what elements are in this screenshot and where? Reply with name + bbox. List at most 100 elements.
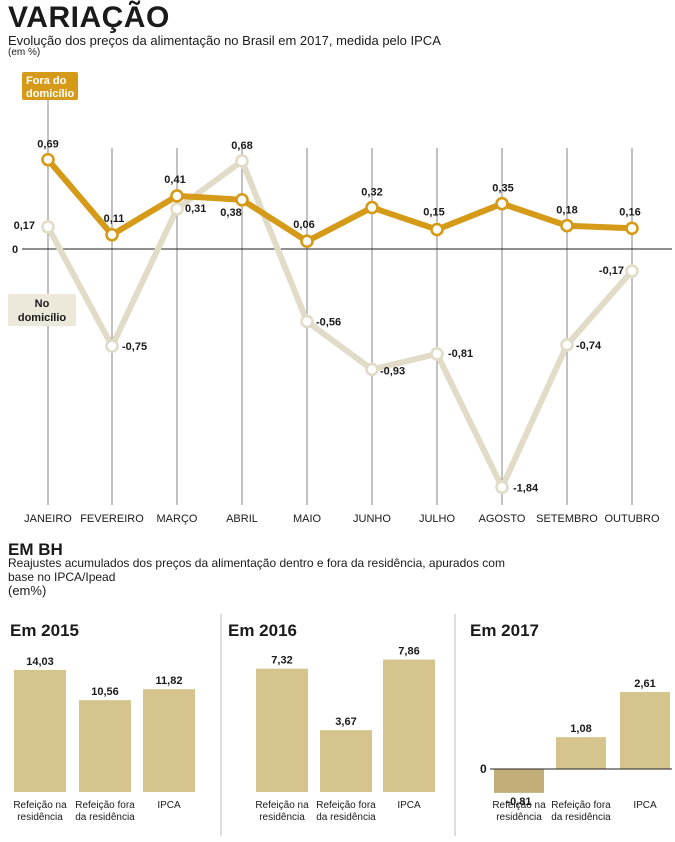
legend-label-fora-line: Fora do [26,75,67,87]
legend-box-no [8,294,76,326]
data-label-fora: 0,06 [293,219,314,231]
data-point [560,218,574,233]
x-tick-label: JUNHO [353,513,391,525]
bar-category-label: Refeição fora da residência [75,800,135,823]
bar-category-label-line: Refeição fora [316,800,376,811]
data-point [365,362,379,377]
bar-value-label: 7,32 [271,655,292,667]
data-label-no: -1,84 [513,482,539,494]
bar-category-label: IPCA [397,800,421,811]
bar-chart-title: Em 2017 [470,621,539,640]
bar-value-label: 1,08 [570,723,591,735]
bar-value-label: 14,03 [26,656,54,668]
bar-category-label-line: Refeição fora [75,800,135,811]
data-point [105,227,119,242]
bar-category-label-line: da residência [316,812,376,823]
bar-category-label: Refeição na residência [13,800,67,823]
bar-category-label: Refeição fora da residência [551,800,611,823]
data-label-fora: 0,41 [164,174,185,186]
bar [620,692,670,769]
legend-label-no-line: domicílio [18,312,67,324]
page-subtitle: Evolução dos preços da alimentação no Br… [8,33,441,48]
bar-value-label: 3,67 [335,716,356,728]
section-description: Reajustes acumulados dos preços da alime… [8,556,505,584]
legend-label-no-line: No [35,298,50,310]
x-tick-label: AGOSTO [479,513,526,525]
bar-category-label-line: residência [259,812,305,823]
x-tick-label: MAIO [293,513,322,525]
data-label-fora: 0,32 [361,187,382,199]
bar-value-label: 7,86 [398,646,419,658]
bar-value-label: -0,81 [506,796,531,808]
data-label-no: -0,93 [380,365,405,377]
bar-category-label-line: Refeição fora [551,800,611,811]
bar-category-label-line: residência [496,812,542,823]
x-tick-label: MARÇO [157,513,198,525]
x-tick-label: ABRIL [226,513,258,525]
x-tick-label: FEVEREIRO [80,513,144,525]
data-label-no: -0,74 [576,340,602,352]
data-label-no: 0,68 [231,140,252,152]
page-title: VARIAÇÃO [8,1,170,34]
data-label-no: -0,81 [448,348,473,360]
data-label-no: -0,75 [122,341,147,353]
series-line-0 [45,156,635,245]
bar-value-label: 2,61 [634,678,655,690]
x-tick-label: JANEIRO [24,513,72,525]
data-point [41,152,55,167]
section-title: EM BH [8,540,63,559]
bar-category-label-line: da residência [551,812,611,823]
data-label-fora: 0,18 [556,205,577,217]
data-point [105,339,119,353]
data-point [170,189,184,203]
data-point [235,154,249,168]
bar-category-label-line: IPCA [633,800,657,811]
data-label-fora: 0,11 [104,213,125,225]
data-point [300,314,314,329]
data-label-no: 0,31 [185,203,206,215]
legend-label-fora-line: domicílio [26,88,75,100]
data-point [625,221,639,236]
data-label-no: -0,56 [316,317,341,329]
x-tick-label: OUTUBRO [605,513,660,525]
x-tick-label: JULHO [419,513,456,525]
bar [256,668,308,792]
data-label-fora: 0,16 [619,206,640,218]
bar [494,769,544,793]
bar [556,737,606,769]
bar-category-label: Refeição fora da residência [316,800,376,823]
bar [79,700,131,792]
section-unit-label: (em%) [8,583,47,598]
data-point [300,234,314,249]
unit-label: (em %) [8,47,41,58]
bar [383,659,435,792]
bar-zero-label: 0 [480,762,487,776]
data-point [625,264,639,278]
data-point [170,202,184,216]
bar-category-label: Refeição na residência [492,800,546,823]
bar-category-label-line: Refeição na [492,800,546,811]
legend-box-fora [22,72,78,100]
bar-category-label: Refeição na residência [255,800,309,823]
bar-category-label: IPCA [633,800,657,811]
legend-label-fora: Fora do domicílio [26,75,75,100]
data-label-no: -0,17 [599,265,624,277]
data-point [430,347,444,361]
data-label-fora: 0,15 [423,207,444,219]
bar-value-label: 10,56 [91,686,119,698]
data-point [430,222,444,237]
bar [14,669,66,792]
data-point [495,480,509,495]
bar-category-label-line: Refeição na [255,800,309,811]
bar-value-label: 11,82 [156,675,183,687]
data-point [560,338,574,352]
data-point [41,220,55,234]
data-label-no: 0,17 [14,220,35,232]
bar [143,689,195,792]
x-tick-label: SETEMBRO [536,513,598,525]
bar [320,730,372,792]
bar-category-label: IPCA [157,800,181,811]
bar-category-label-line: IPCA [157,800,181,811]
data-point [365,200,379,215]
